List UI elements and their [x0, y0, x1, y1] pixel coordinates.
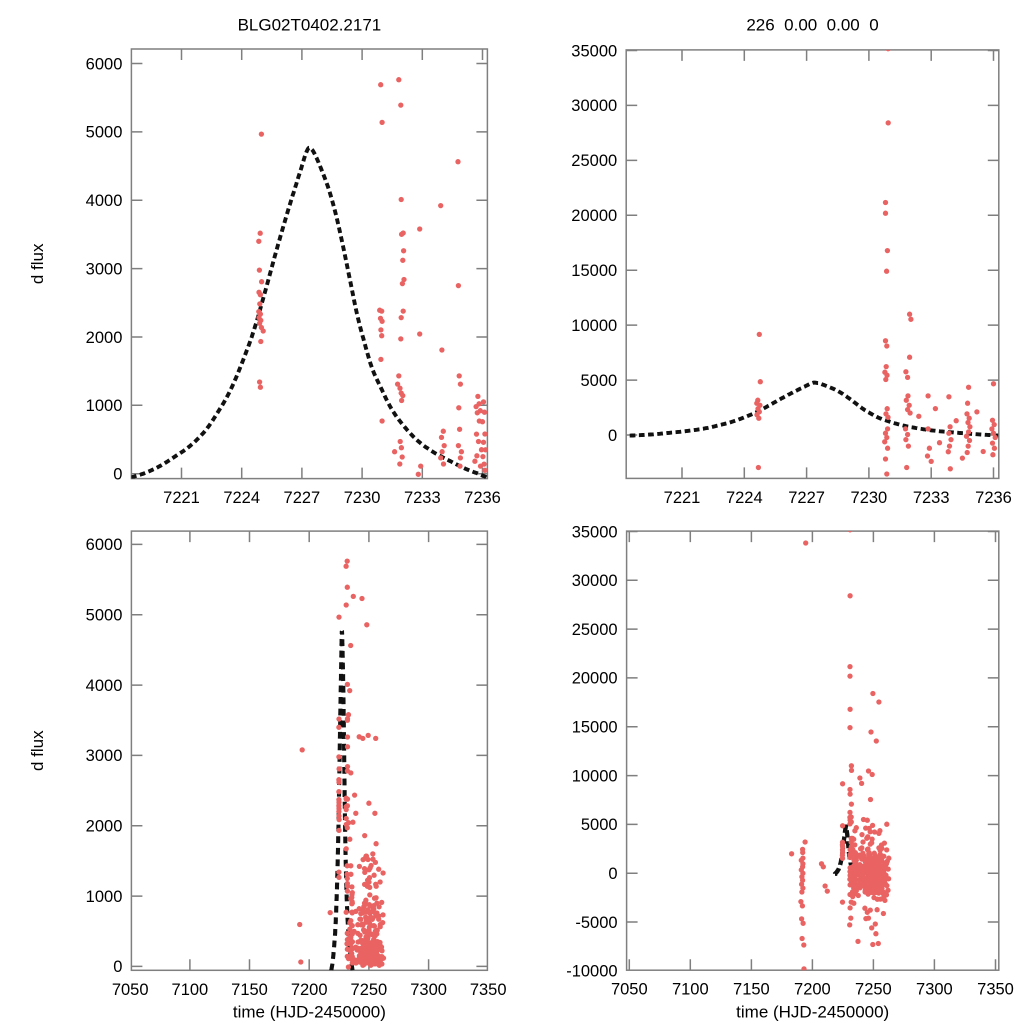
- svg-text:BLG02T0402.2171: BLG02T0402.2171: [238, 16, 382, 35]
- svg-text:7100: 7100: [172, 981, 209, 999]
- svg-text:7230: 7230: [344, 489, 381, 507]
- svg-text:d flux: d flux: [28, 730, 47, 771]
- svg-text:7100: 7100: [672, 981, 709, 999]
- svg-text:7150: 7150: [733, 981, 770, 999]
- svg-text:7050: 7050: [112, 981, 149, 999]
- svg-text:7233: 7233: [404, 489, 441, 507]
- svg-text:1000: 1000: [86, 888, 123, 906]
- svg-text:3000: 3000: [86, 260, 123, 278]
- svg-text:0: 0: [113, 958, 122, 976]
- svg-text:10000: 10000: [572, 767, 618, 785]
- svg-text:25000: 25000: [571, 152, 617, 170]
- svg-text:7250: 7250: [855, 981, 892, 999]
- svg-text:3000: 3000: [86, 747, 123, 765]
- svg-text:226 0.00 0.00 0: 226 0.00 0.00 0: [746, 16, 878, 35]
- svg-text:20000: 20000: [571, 207, 617, 225]
- svg-text:7227: 7227: [284, 489, 321, 507]
- svg-text:7233: 7233: [913, 489, 950, 507]
- svg-text:7200: 7200: [291, 981, 328, 999]
- svg-text:5000: 5000: [580, 372, 617, 390]
- svg-text:time (HJD-2450000): time (HJD-2450000): [736, 1003, 889, 1022]
- svg-text:7227: 7227: [788, 489, 825, 507]
- svg-text:7236: 7236: [975, 489, 1012, 507]
- svg-text:d flux: d flux: [28, 243, 47, 284]
- svg-text:6000: 6000: [86, 55, 123, 73]
- svg-text:7224: 7224: [726, 489, 763, 507]
- svg-text:4000: 4000: [86, 192, 123, 210]
- svg-text:5000: 5000: [86, 607, 123, 625]
- svg-text:1000: 1000: [86, 397, 123, 415]
- svg-text:7350: 7350: [977, 981, 1014, 999]
- svg-text:35000: 35000: [571, 42, 617, 60]
- svg-text:time (HJD-2450000): time (HJD-2450000): [233, 1003, 386, 1022]
- svg-text:7350: 7350: [470, 981, 507, 999]
- svg-text:30000: 30000: [571, 97, 617, 115]
- svg-text:0: 0: [113, 466, 122, 484]
- svg-text:30000: 30000: [572, 572, 618, 590]
- svg-text:35000: 35000: [572, 523, 618, 541]
- svg-text:7050: 7050: [611, 981, 648, 999]
- svg-text:7200: 7200: [794, 981, 831, 999]
- svg-text:20000: 20000: [572, 670, 618, 688]
- svg-text:7221: 7221: [163, 489, 200, 507]
- svg-text:0: 0: [608, 865, 617, 883]
- svg-text:-5000: -5000: [575, 914, 617, 932]
- svg-text:4000: 4000: [86, 677, 123, 695]
- svg-text:10000: 10000: [571, 317, 617, 335]
- svg-text:7300: 7300: [410, 981, 447, 999]
- svg-text:25000: 25000: [572, 621, 618, 639]
- svg-text:7221: 7221: [664, 489, 701, 507]
- svg-text:5000: 5000: [581, 816, 618, 834]
- svg-text:6000: 6000: [86, 536, 123, 554]
- svg-text:2000: 2000: [86, 818, 123, 836]
- svg-text:5000: 5000: [86, 124, 123, 142]
- svg-text:15000: 15000: [572, 719, 618, 737]
- svg-text:-10000: -10000: [566, 963, 617, 981]
- svg-text:2000: 2000: [86, 329, 123, 347]
- svg-text:7300: 7300: [916, 981, 953, 999]
- svg-text:7224: 7224: [223, 489, 260, 507]
- svg-text:0: 0: [608, 427, 617, 445]
- svg-text:7250: 7250: [351, 981, 388, 999]
- svg-text:7236: 7236: [464, 489, 501, 507]
- svg-text:7150: 7150: [231, 981, 268, 999]
- svg-text:15000: 15000: [571, 262, 617, 280]
- svg-text:7230: 7230: [851, 489, 888, 507]
